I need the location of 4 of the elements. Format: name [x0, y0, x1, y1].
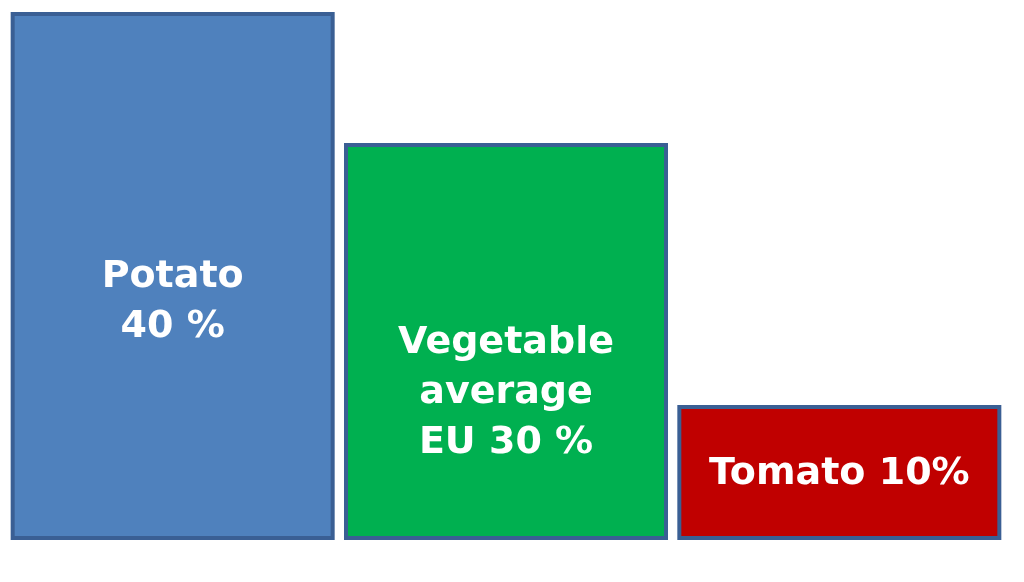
x-tick-label: Potato — [101, 252, 244, 296]
category-label: Vegetable average EU 30 % — [398, 317, 614, 462]
category-label: Tomato 10% — [708, 448, 970, 493]
data-label: 40 % — [120, 302, 225, 346]
